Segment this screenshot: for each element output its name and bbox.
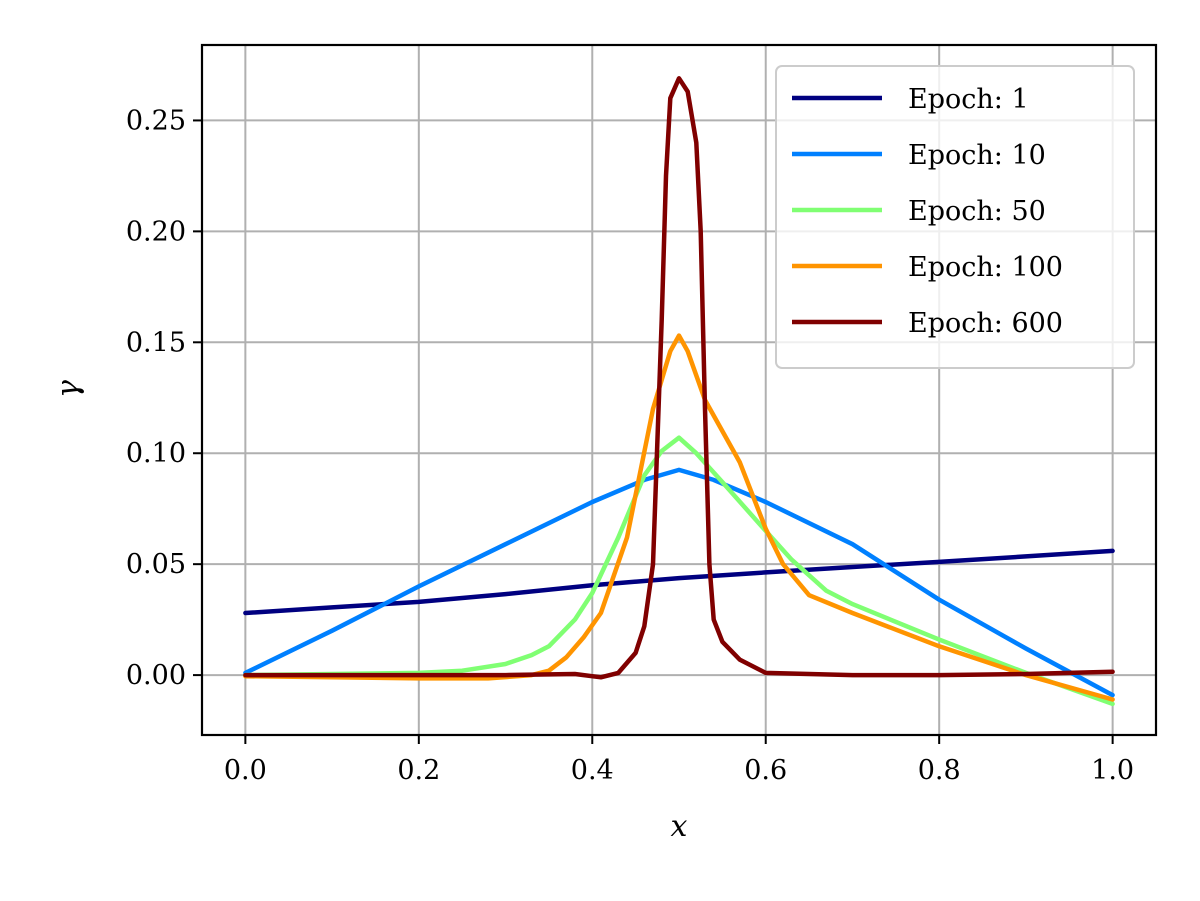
x-tick-label: 0.0 [224, 755, 267, 786]
series-layer [243, 76, 1115, 707]
x-tick-label: 0.2 [397, 755, 440, 786]
x-tick-label: 0.4 [571, 755, 614, 786]
y-tick-label: 0.05 [126, 549, 186, 580]
plot-frame [200, 43, 1158, 737]
y-tick-label: 0.10 [126, 438, 186, 469]
legend-label-2: Epoch: 10 [908, 140, 1046, 171]
x-tick-label: 0.8 [918, 755, 961, 786]
series-line-2 [243, 467, 1115, 698]
series-line-5 [243, 76, 1115, 680]
legend-label-1: Epoch: 1 [908, 84, 1029, 115]
x-tick-label: 1.0 [1091, 755, 1134, 786]
x-axis-label: x [671, 809, 688, 844]
series-line-3 [243, 435, 1115, 707]
legend: Epoch: 1 Epoch: 10 Epoch: 50 Epoch: 100 Epoc… [775, 65, 1135, 369]
y-tick-label: 0.25 [126, 105, 186, 136]
legend-label-3: Epoch: 50 [908, 196, 1046, 227]
axis-ticks: 0.0 0.2 0.4 0.6 0.8 1.0 0.00 0.05 0.10 0.15 0.20 0.… [126, 105, 1134, 786]
y-axis-label: γ [51, 380, 86, 398]
legend-label-4: Epoch: 100 [908, 252, 1063, 283]
series-line-1 [243, 548, 1115, 616]
legend-box [775, 65, 1135, 369]
x-tick-label: 0.6 [744, 755, 787, 786]
y-tick-label: 0.15 [126, 327, 186, 358]
y-tick-label: 0.00 [126, 660, 186, 691]
legend-label-5: Epoch: 600 [908, 308, 1063, 339]
y-tick-label: 0.20 [126, 216, 186, 247]
